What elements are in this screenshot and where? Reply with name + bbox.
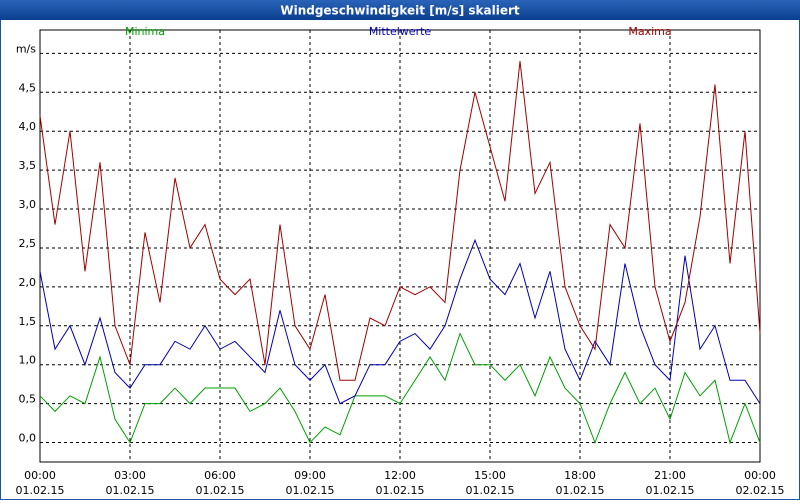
- x-tick-date: 02.02.15: [736, 484, 785, 497]
- x-tick-label: 09:00: [294, 469, 326, 482]
- series-line: [39, 61, 761, 381]
- y-tick-label: 0,0: [19, 432, 37, 445]
- title-bar: [0, 0, 800, 20]
- x-tick-label: 15:00: [474, 469, 506, 482]
- x-tick-label: 21:00: [654, 469, 686, 482]
- legend-entry: Minima: [125, 25, 165, 38]
- x-tick-label: 03:00: [114, 469, 146, 482]
- y-tick-label: 4,5: [19, 81, 37, 94]
- x-tick-date: 01.02.15: [556, 484, 605, 497]
- y-tick-label: 4,0: [19, 120, 37, 133]
- y-tick-label: m/s: [16, 42, 36, 55]
- y-tick-label: 2,5: [19, 237, 37, 250]
- x-tick-label: 00:00: [24, 469, 56, 482]
- x-tick-label: 18:00: [564, 469, 596, 482]
- legend-entry: Maxima: [628, 25, 671, 38]
- x-tick-date: 01.02.15: [106, 484, 155, 497]
- x-tick-date: 01.02.15: [376, 484, 425, 497]
- chart-title: Windgeschwindigkeit [m/s] skaliert: [280, 4, 520, 18]
- legend-entry: Mittelwerte: [369, 25, 432, 38]
- x-tick-date: 01.02.15: [16, 484, 65, 497]
- y-tick-label: 2,0: [19, 276, 37, 289]
- y-tick-label: 1,5: [19, 315, 37, 328]
- x-tick-label: 06:00: [204, 469, 236, 482]
- y-tick-label: 3,5: [19, 159, 37, 172]
- y-tick-label: 0,5: [19, 393, 37, 406]
- x-tick-date: 01.02.15: [196, 484, 245, 497]
- x-tick-label: 00:00: [744, 469, 776, 482]
- x-tick-date: 01.02.15: [646, 484, 695, 497]
- x-tick-label: 12:00: [384, 469, 416, 482]
- y-tick-label: 3,0: [19, 198, 37, 211]
- series-line: [39, 238, 761, 405]
- series-line: [39, 332, 761, 445]
- x-tick-date: 01.02.15: [466, 484, 515, 497]
- x-tick-date: 01.02.15: [286, 484, 335, 497]
- y-tick-label: 1,0: [19, 354, 37, 367]
